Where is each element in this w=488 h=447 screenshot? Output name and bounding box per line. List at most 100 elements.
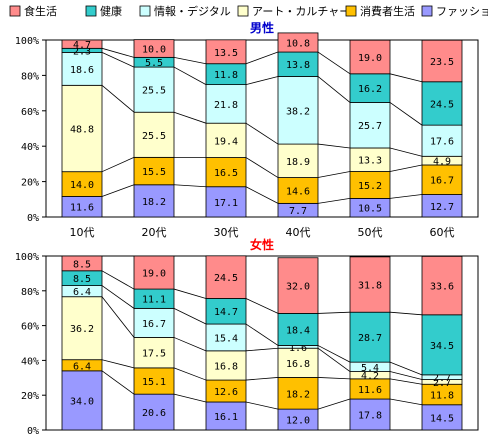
- data-label: 34.5: [430, 341, 454, 352]
- data-label: 12.6: [214, 387, 238, 398]
- data-label: 17.1: [214, 198, 238, 209]
- series-connector-line: [174, 112, 206, 123]
- data-label: 11.1: [142, 295, 166, 306]
- legend-swatch: [10, 6, 20, 16]
- series-connector-line: [318, 52, 350, 74]
- series-connector-line: [246, 76, 278, 84]
- series-connector-line: [390, 102, 422, 125]
- data-label: 11.8: [430, 391, 454, 402]
- data-label: 8.5: [73, 274, 91, 285]
- series-connector-line: [390, 148, 422, 156]
- series-connector-line: [246, 324, 278, 345]
- series-connector-line: [318, 377, 350, 378]
- plot-area: [46, 256, 478, 430]
- series-connector-line: [246, 298, 278, 313]
- data-label: 16.7: [430, 176, 454, 187]
- data-label: 7.7: [289, 206, 307, 217]
- series-connector-line: [102, 185, 134, 197]
- series-connector-line: [174, 67, 206, 85]
- data-label: 25.5: [142, 131, 166, 142]
- x-tick-label: 10代: [70, 226, 95, 239]
- data-label: 16.2: [358, 84, 382, 95]
- series-connector-line: [246, 187, 278, 204]
- data-label: 16.8: [214, 361, 238, 372]
- data-label: 12.0: [286, 416, 310, 427]
- y-tick-label: 40%: [21, 356, 39, 367]
- series-connector-line: [174, 289, 206, 298]
- series-connector-line: [318, 76, 350, 102]
- series-connector-line: [246, 52, 278, 64]
- data-label: 5.5: [145, 58, 163, 69]
- y-tick-label: 60%: [21, 107, 39, 118]
- y-tick-label: 60%: [21, 322, 39, 333]
- data-label: 13.3: [358, 156, 382, 167]
- legend-label: 情報・デジタル: [154, 4, 231, 18]
- data-label: 16.7: [142, 319, 166, 330]
- data-label: 12.7: [430, 202, 454, 213]
- data-label: 20.6: [142, 408, 166, 419]
- data-label: 16.5: [214, 168, 238, 179]
- series-connector-line: [246, 123, 278, 144]
- y-tick-label: 100%: [15, 252, 39, 263]
- data-label: 6.4: [73, 287, 91, 298]
- data-label: 38.2: [286, 106, 310, 117]
- data-label: 11.8: [214, 70, 238, 81]
- data-label: 17.8: [358, 411, 382, 422]
- y-tick-label: 80%: [21, 71, 39, 82]
- data-label: 21.8: [214, 100, 238, 111]
- series-connector-line: [390, 399, 422, 405]
- data-label: 18.2: [286, 389, 310, 400]
- series-connector-line: [318, 198, 350, 203]
- series-connector-line: [318, 172, 350, 178]
- data-label: 17.6: [430, 137, 454, 148]
- series-connector-line: [174, 337, 206, 350]
- data-label: 33.6: [430, 282, 454, 293]
- data-label: 13.5: [214, 48, 238, 59]
- data-label: 19.0: [142, 269, 166, 280]
- data-label: 8.5: [73, 259, 91, 270]
- series-connector-line: [390, 165, 422, 172]
- data-label: 19.4: [214, 136, 238, 147]
- legend-label: 消費者生活: [360, 4, 415, 18]
- y-tick-label: 0%: [27, 426, 39, 437]
- data-label: 16.1: [214, 412, 238, 423]
- data-label: 23.5: [430, 57, 454, 68]
- series-connector-line: [318, 312, 350, 313]
- legend-label: ファッション: [436, 5, 488, 18]
- series-connector-line: [318, 144, 350, 148]
- y-tick-label: 40%: [21, 142, 39, 153]
- data-label: 18.6: [70, 65, 94, 76]
- data-label: 18.4: [286, 325, 310, 336]
- series-connector-line: [102, 360, 134, 368]
- legend-swatch: [346, 6, 356, 16]
- data-label: 24.5: [430, 99, 454, 110]
- x-tick-label: 60代: [430, 226, 455, 239]
- y-tick-label: 80%: [21, 287, 39, 298]
- series-connector-line: [102, 286, 134, 309]
- data-label: 28.7: [358, 333, 382, 344]
- series-connector-line: [246, 348, 278, 351]
- data-label: 15.5: [142, 167, 166, 178]
- data-label: 16.8: [286, 359, 310, 370]
- series-connector-line: [174, 394, 206, 402]
- data-label: 15.2: [358, 181, 382, 192]
- series-connector-line: [102, 85, 134, 112]
- series-connector-line: [390, 379, 422, 384]
- data-label: 14.0: [70, 180, 94, 191]
- data-label: 6.4: [73, 361, 91, 372]
- legend-swatch: [140, 6, 150, 16]
- series-connector-line: [390, 195, 422, 199]
- data-label: 25.7: [358, 121, 382, 132]
- data-label: 5.4: [361, 363, 379, 374]
- data-label: 11.6: [70, 203, 94, 214]
- data-label: 34.0: [70, 396, 94, 407]
- chart-title: 男性: [250, 20, 274, 35]
- y-tick-label: 100%: [15, 36, 39, 47]
- x-tick-label: 30代: [214, 226, 239, 239]
- data-label: 18.2: [142, 197, 166, 208]
- legend-label: アート・カルチャー: [252, 5, 350, 18]
- series-connector-line: [102, 271, 134, 289]
- data-label: 11.6: [358, 385, 382, 396]
